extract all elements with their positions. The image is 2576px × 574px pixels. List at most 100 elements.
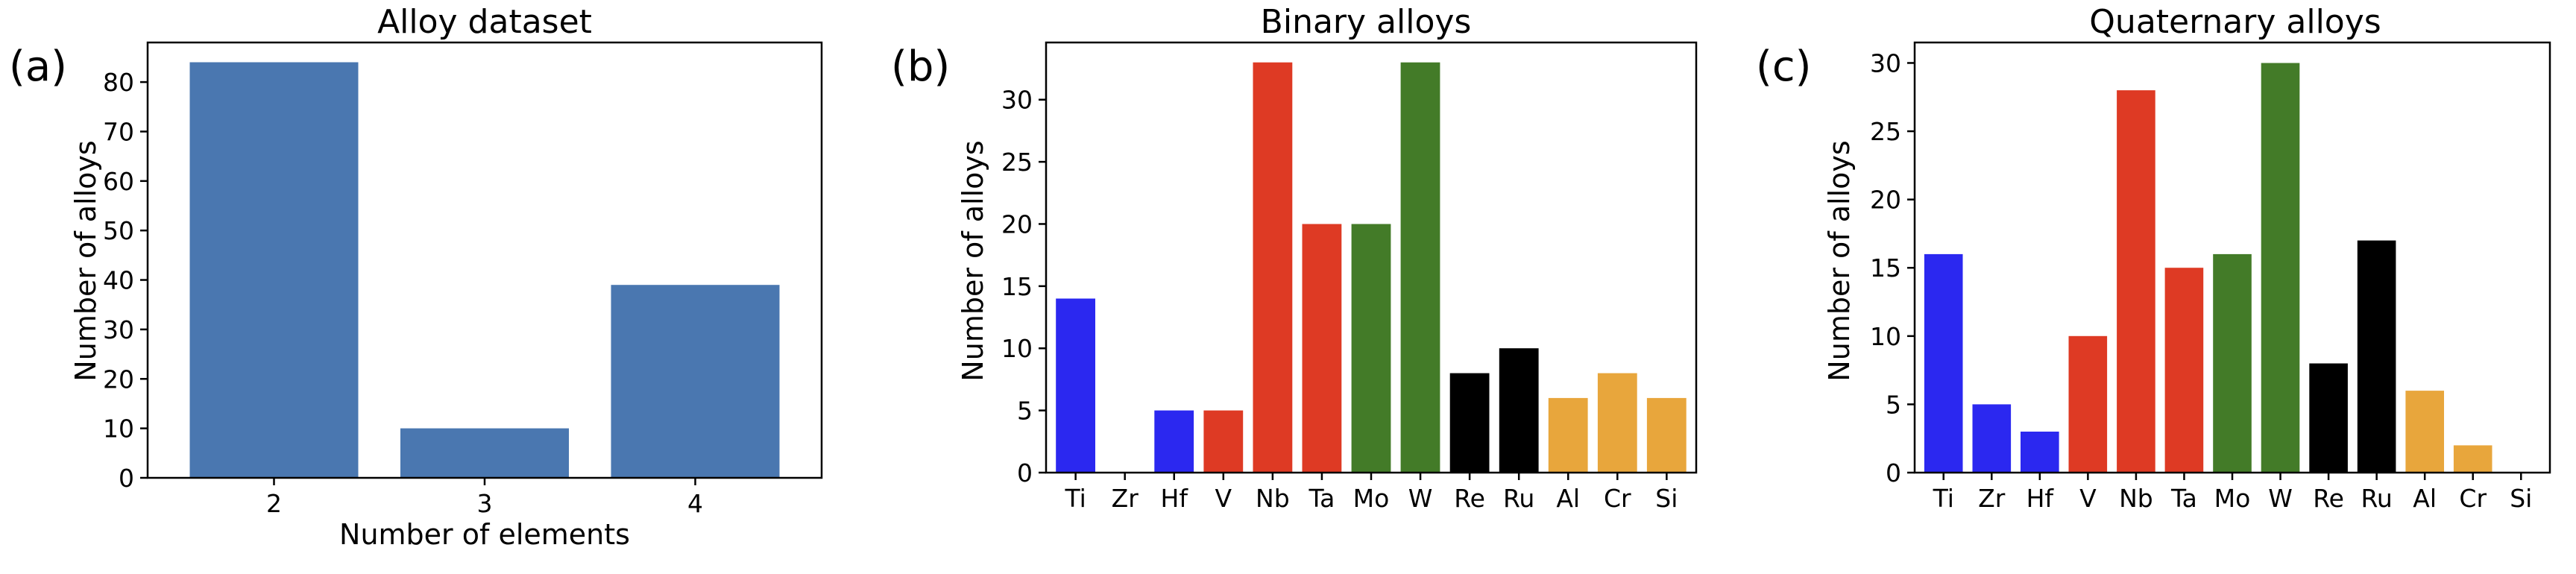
y-tick-label-40: 40 xyxy=(103,266,134,295)
y-tick-label-0: 0 xyxy=(1886,458,1901,488)
x-tick-label-mo: Mo xyxy=(1353,484,1390,513)
bar-re xyxy=(1449,373,1490,473)
y-tick-label-20: 20 xyxy=(1001,209,1033,239)
panel-a-y-ticks: 0 10 20 30 40 50 60 70 80 xyxy=(103,68,148,493)
y-tick-label-10: 10 xyxy=(103,414,134,444)
panel-a-bars xyxy=(189,62,780,478)
x-tick-label-si: Si xyxy=(1655,484,1678,513)
bar-w xyxy=(1400,62,1440,473)
y-tick-label-0: 0 xyxy=(1017,458,1033,488)
y-tick-label-5: 5 xyxy=(1017,397,1033,426)
bar-ru xyxy=(2357,240,2396,473)
x-tick-label-re: Re xyxy=(1454,484,1485,513)
x-tick-label-re: Re xyxy=(2313,484,2344,513)
panel-a-y-axis-label: Number of alloys xyxy=(69,140,102,381)
y-tick-label-25: 25 xyxy=(1870,117,1901,146)
x-tick-label-ti: Ti xyxy=(1933,484,1954,513)
bar-mo xyxy=(1351,224,1391,473)
y-tick-label-10: 10 xyxy=(1001,334,1033,363)
panel-c-title: Quaternary alloys xyxy=(2089,3,2381,41)
panel-a: (a) Alloy dataset Number of alloys Numbe… xyxy=(9,3,823,551)
bar-si xyxy=(1646,397,1687,473)
y-tick-label-80: 80 xyxy=(103,68,134,97)
bar-re xyxy=(2309,363,2348,473)
x-tick-label-nb: Nb xyxy=(2119,484,2153,513)
y-tick-label-15: 15 xyxy=(1001,272,1033,301)
x-tick-label-ru: Ru xyxy=(2361,484,2392,513)
x-tick-label-al: Al xyxy=(1556,484,1580,513)
y-tick-label-30: 30 xyxy=(103,315,134,344)
bar-al xyxy=(2405,391,2444,473)
panel-b-bars xyxy=(1056,62,1687,473)
bar-ta xyxy=(2164,268,2204,473)
x-tick-label-si: Si xyxy=(2510,484,2532,513)
bar-v xyxy=(1203,410,1244,473)
panel-b-title: Binary alloys xyxy=(1261,3,1472,41)
x-tick-label-cr: Cr xyxy=(2459,484,2487,513)
panel-a-x-ticks: 2 3 4 xyxy=(266,478,703,518)
panel-c-label: (c) xyxy=(1756,42,1811,91)
bar-v xyxy=(2068,335,2108,473)
x-tick-label-mo: Mo xyxy=(2214,484,2251,513)
x-tick-label-v: V xyxy=(1215,484,1232,513)
x-tick-label-hf: Hf xyxy=(2027,484,2055,513)
bar-4 xyxy=(611,285,780,478)
bar-cr xyxy=(2453,445,2492,473)
bar-nb xyxy=(2117,90,2155,473)
bar-3 xyxy=(400,428,569,478)
bar-nb xyxy=(1253,62,1293,473)
bar-ru xyxy=(1499,348,1539,473)
bar-mo xyxy=(2213,253,2252,473)
panel-b-y-ticks: 0 5 10 15 20 25 30 xyxy=(1001,86,1046,488)
y-tick-label-20: 20 xyxy=(1870,186,1901,215)
bar-zr xyxy=(1972,404,2012,473)
panel-b-label: (b) xyxy=(891,42,950,91)
y-tick-label-30: 30 xyxy=(1001,86,1033,115)
y-tick-label-30: 30 xyxy=(1870,48,1901,78)
x-tick-label-2: 2 xyxy=(266,489,282,518)
bar-al xyxy=(1548,397,1588,473)
bar-2 xyxy=(189,62,359,478)
panel-a-frame xyxy=(146,41,823,479)
panel-b-x-ticks: Ti Zr Hf V Nb Ta Mo W Re Ru Al Cr Si xyxy=(1064,473,1678,513)
bar-ta xyxy=(1302,224,1342,473)
x-tick-label-zr: Zr xyxy=(1978,484,2006,513)
x-tick-label-cr: Cr xyxy=(1604,484,1631,513)
bar-cr xyxy=(1597,373,1637,473)
bar-ti xyxy=(1924,253,1963,473)
panel-a-x-axis-label: Number of elements xyxy=(339,518,630,551)
y-tick-label-5: 5 xyxy=(1886,390,1901,419)
x-tick-label-ta: Ta xyxy=(2170,484,2197,513)
panel-c-y-ticks: 0 5 10 15 20 25 30 xyxy=(1870,48,1915,488)
bar-hf xyxy=(1154,410,1194,473)
y-tick-label-25: 25 xyxy=(1001,148,1033,177)
bar-ti xyxy=(1056,298,1095,473)
x-tick-label-4: 4 xyxy=(687,489,703,518)
panel-c: (c) Quaternary alloys Number of alloys 0… xyxy=(1756,3,2551,513)
x-tick-label-ru: Ru xyxy=(1503,484,1534,513)
panel-c-frame xyxy=(1913,41,2551,474)
x-tick-label-ti: Ti xyxy=(1064,484,1086,513)
panel-b-frame xyxy=(1045,41,1698,474)
x-tick-label-zr: Zr xyxy=(1112,484,1139,513)
panel-c-bars xyxy=(1924,63,2492,473)
x-tick-label-al: Al xyxy=(2413,484,2437,513)
panel-b: (b) Binary alloys Number of alloys 0 5 10 1… xyxy=(891,3,1698,513)
panel-b-y-axis-label: Number of alloys xyxy=(957,140,989,381)
panel-c-x-ticks: Ti Zr Hf V Nb Ta Mo W Re Ru Al Cr Si xyxy=(1933,473,2532,513)
x-tick-label-3: 3 xyxy=(477,489,493,518)
y-tick-label-15: 15 xyxy=(1870,253,1901,283)
y-tick-label-0: 0 xyxy=(119,464,134,493)
x-tick-label-nb: Nb xyxy=(1256,484,1290,513)
x-tick-label-v: V xyxy=(2079,484,2097,513)
x-tick-label-w: W xyxy=(1408,484,1433,513)
y-tick-label-50: 50 xyxy=(103,216,134,245)
x-tick-label-w: W xyxy=(2268,484,2293,513)
panel-c-y-axis-label: Number of alloys xyxy=(1823,140,1856,381)
y-tick-label-10: 10 xyxy=(1870,322,1901,351)
y-tick-label-20: 20 xyxy=(103,365,134,394)
x-tick-label-hf: Hf xyxy=(1161,484,1189,513)
y-tick-label-70: 70 xyxy=(103,117,134,146)
y-tick-label-60: 60 xyxy=(103,167,134,196)
